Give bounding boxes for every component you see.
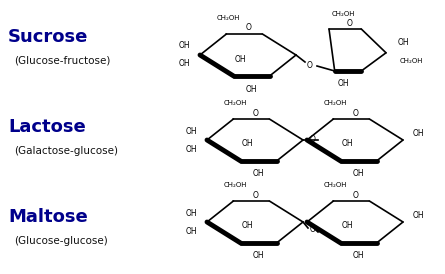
Text: OH: OH bbox=[186, 227, 197, 235]
Text: OH: OH bbox=[398, 38, 410, 47]
Text: Maltose: Maltose bbox=[8, 209, 88, 226]
Text: OH: OH bbox=[186, 127, 197, 136]
Text: OH: OH bbox=[353, 252, 364, 261]
Text: O: O bbox=[310, 136, 316, 144]
Text: CH₂OH: CH₂OH bbox=[400, 58, 424, 64]
Text: O: O bbox=[352, 190, 358, 199]
Text: OH: OH bbox=[186, 209, 197, 218]
Text: (Glucose-glucose): (Glucose-glucose) bbox=[14, 236, 108, 246]
Text: Sucrose: Sucrose bbox=[8, 28, 89, 45]
Text: OH: OH bbox=[241, 139, 253, 149]
Text: O: O bbox=[346, 19, 352, 28]
Text: OH: OH bbox=[186, 144, 197, 153]
Text: O: O bbox=[310, 226, 316, 235]
Text: OH: OH bbox=[341, 139, 353, 149]
Text: O: O bbox=[252, 109, 259, 118]
Text: CH₂OH: CH₂OH bbox=[324, 100, 347, 106]
Text: OH: OH bbox=[341, 221, 353, 230]
Text: (Galactose-glucose): (Galactose-glucose) bbox=[14, 146, 118, 156]
Text: CH₂OH: CH₂OH bbox=[224, 100, 247, 106]
Text: O: O bbox=[352, 109, 358, 118]
Text: CH₂OH: CH₂OH bbox=[217, 15, 240, 21]
Text: OH: OH bbox=[234, 55, 246, 64]
Text: (Glucose-fructose): (Glucose-fructose) bbox=[14, 56, 110, 65]
Text: OH: OH bbox=[253, 252, 264, 261]
Text: CH₂OH: CH₂OH bbox=[331, 11, 355, 17]
Text: O: O bbox=[246, 24, 251, 33]
Text: OH: OH bbox=[246, 84, 257, 93]
Text: OH: OH bbox=[241, 221, 253, 230]
Text: OH: OH bbox=[253, 170, 264, 178]
Text: Lactose: Lactose bbox=[8, 118, 86, 136]
Text: OH: OH bbox=[178, 41, 190, 50]
Text: OH: OH bbox=[413, 210, 425, 219]
Text: OH: OH bbox=[413, 129, 425, 138]
Text: CH₂OH: CH₂OH bbox=[224, 182, 247, 188]
Text: OH: OH bbox=[178, 59, 190, 68]
Text: OH: OH bbox=[337, 78, 349, 87]
Text: O: O bbox=[252, 190, 259, 199]
Text: OH: OH bbox=[353, 170, 364, 178]
Text: O: O bbox=[307, 61, 313, 70]
Text: CH₂OH: CH₂OH bbox=[324, 182, 347, 188]
